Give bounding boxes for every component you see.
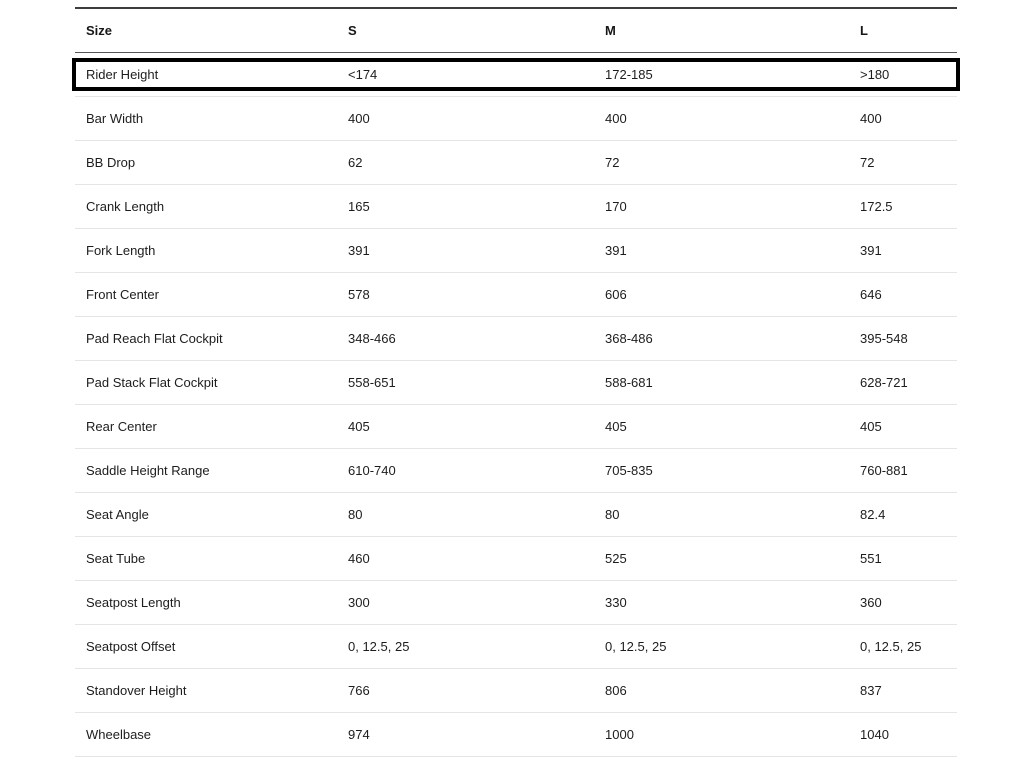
row-value: 610-740: [348, 463, 396, 478]
row-value: 80: [348, 507, 363, 522]
row-value: 391: [605, 243, 627, 258]
row-label: Rear Center: [86, 419, 157, 434]
row-value: 172.5: [860, 199, 893, 214]
column-header-m: M: [605, 23, 616, 38]
row-value: >180: [860, 67, 890, 82]
row-value: 62: [348, 155, 363, 170]
row-value: 405: [860, 419, 882, 434]
row-value: 395-548: [860, 331, 908, 346]
row-value: 578: [348, 287, 370, 302]
row-value: 1000: [605, 727, 634, 742]
row-value: 628-721: [860, 375, 908, 390]
row-value: 766: [348, 683, 370, 698]
table-body: Rider Height <174 172-185 >180 Bar Width 400 4…: [72, 53, 960, 757]
row-value: 405: [348, 419, 370, 434]
row-value: 558-651: [348, 375, 396, 390]
row-value: 705-835: [605, 463, 653, 478]
row-value: 760-881: [860, 463, 908, 478]
row-value: 348-466: [348, 331, 396, 346]
row-label: BB Drop: [86, 155, 136, 170]
row-value: 588-681: [605, 375, 653, 390]
table-row: Saddle Height Range 610-740 705-835 760-881: [75, 449, 957, 493]
column-header-size: Size: [86, 23, 113, 38]
row-label: Seatpost Offset: [86, 639, 176, 654]
row-value: 391: [860, 243, 882, 258]
table-row: Fork Length 391 391 391: [75, 229, 957, 273]
row-label: Crank Length: [86, 199, 165, 214]
row-value: 72: [605, 155, 620, 170]
table-row: Bar Width 400 400 400: [75, 97, 957, 141]
table-row: Seatpost Length 300 330 360: [75, 581, 957, 625]
row-value: 0, 12.5, 25: [860, 639, 922, 654]
row-value: 0, 12.5, 25: [348, 639, 410, 654]
row-value: 82.4: [860, 507, 886, 522]
row-value: 172-185: [605, 67, 653, 82]
table-row: Rear Center 405 405 405: [75, 405, 957, 449]
row-value: 80: [605, 507, 620, 522]
row-label: Bar Width: [86, 111, 144, 126]
row-value: <174: [348, 67, 378, 82]
row-value: 974: [348, 727, 370, 742]
row-label: Seat Angle: [86, 507, 149, 522]
row-value: 460: [348, 551, 370, 566]
row-label: Pad Reach Flat Cockpit: [86, 331, 223, 346]
table-row: Rider Height <174 172-185 >180: [72, 53, 960, 97]
row-value: 525: [605, 551, 627, 566]
table-header-row: Size S M L: [75, 9, 957, 53]
row-value: 400: [605, 111, 627, 126]
row-value: 0, 12.5, 25: [605, 639, 667, 654]
table-row: Pad Reach Flat Cockpit 348-466 368-486 395-…: [75, 317, 957, 361]
table-row: Crank Length 165 170 172.5: [75, 185, 957, 229]
row-label: Rider Height: [86, 67, 159, 82]
row-label: Standover Height: [86, 683, 187, 698]
row-value: 72: [860, 155, 875, 170]
row-value: 300: [348, 595, 370, 610]
row-value: 806: [605, 683, 627, 698]
row-value: 405: [605, 419, 627, 434]
row-label: Fork Length: [86, 243, 156, 258]
row-value: 368-486: [605, 331, 653, 346]
row-value: 165: [348, 199, 370, 214]
row-label: Seatpost Length: [86, 595, 181, 610]
row-label: Pad Stack Flat Cockpit: [86, 375, 218, 390]
row-value: 170: [605, 199, 627, 214]
row-value: 606: [605, 287, 627, 302]
column-header-s: S: [348, 23, 357, 38]
table-row: BB Drop 62 72 72: [75, 141, 957, 185]
row-value: 391: [348, 243, 370, 258]
row-value: 1040: [860, 727, 889, 742]
row-label: Front Center: [86, 287, 159, 302]
row-value: 400: [860, 111, 882, 126]
row-label: Seat Tube: [86, 551, 146, 566]
table-row: Front Center 578 606 646: [75, 273, 957, 317]
table-row: Seat Tube 460 525 551: [75, 537, 957, 581]
table-row: Standover Height 766 806 837: [75, 669, 957, 713]
table-row: Pad Stack Flat Cockpit 558-651 588-681 628-…: [75, 361, 957, 405]
table-row: Seatpost Offset 0, 12.5, 25 0, 12.5, 25 0, …: [75, 625, 957, 669]
table-row: Wheelbase 974 1000 1040: [75, 713, 957, 757]
geometry-table: Size S M L Rider Height <174 172-185 >180 Ba…: [72, 7, 960, 757]
table-row: Seat Angle 80 80 82.4: [75, 493, 957, 537]
row-value: 400: [348, 111, 370, 126]
row-value: 330: [605, 595, 627, 610]
row-value: 646: [860, 287, 882, 302]
row-value: 551: [860, 551, 882, 566]
row-label: Saddle Height Range: [86, 463, 210, 478]
row-label: Wheelbase: [86, 727, 152, 742]
row-value: 360: [860, 595, 882, 610]
column-header-l: L: [860, 23, 868, 38]
row-value: 837: [860, 683, 882, 698]
